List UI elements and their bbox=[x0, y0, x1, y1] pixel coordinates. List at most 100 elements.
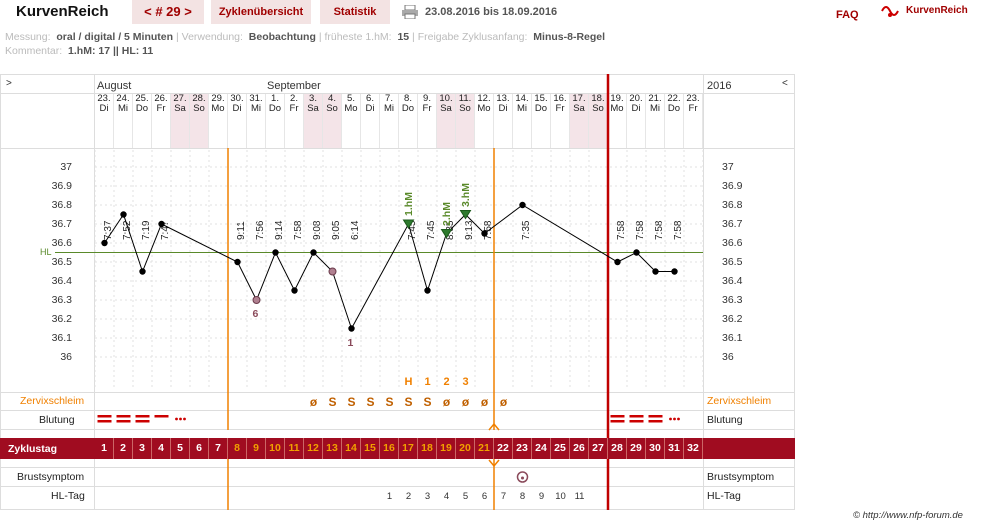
hm-annotation: 3.hM bbox=[459, 182, 472, 207]
cycle-day: 2 bbox=[114, 438, 133, 459]
day-header[interactable]: 2. Fr 7:58 bbox=[285, 94, 304, 240]
day-header[interactable]: 27. Sa bbox=[171, 94, 190, 148]
month-august: August bbox=[97, 80, 132, 92]
temperature-point-hm bbox=[459, 210, 472, 220]
y-tick-right: 36 bbox=[722, 351, 734, 363]
day-header[interactable]: 20. Di 7:58 bbox=[627, 94, 646, 240]
day-weekday: Di bbox=[232, 103, 242, 114]
bleeding-light-mark bbox=[179, 417, 182, 421]
y-tick-left: 36.9 bbox=[51, 180, 72, 192]
tab-statistik[interactable]: Statistik bbox=[320, 0, 390, 24]
day-header[interactable]: 15. Do bbox=[532, 94, 551, 148]
cycle-day: 25 bbox=[551, 438, 570, 459]
zervix-mark: ø bbox=[309, 395, 318, 409]
day-date: 15. bbox=[534, 93, 548, 104]
day-header[interactable]: 4. So 9:05 bbox=[323, 94, 342, 240]
day-header[interactable]: 19. Mo 7:58 bbox=[608, 93, 627, 240]
day-date: 11. bbox=[458, 93, 472, 104]
label-zyklustag: Zyklustag bbox=[8, 443, 58, 455]
faq-link[interactable]: FAQ bbox=[836, 9, 859, 21]
nav-right-arrow[interactable]: < bbox=[782, 78, 788, 89]
day-header[interactable]: 31. Mi 7:56 bbox=[247, 94, 266, 240]
day-header[interactable]: 28. So bbox=[190, 94, 209, 148]
temperature-point bbox=[519, 201, 526, 209]
hl-day: 3 bbox=[424, 491, 431, 502]
day-weekday: Fr bbox=[555, 103, 565, 114]
day-header[interactable]: 25. Do 7:19 bbox=[133, 93, 152, 240]
day-header[interactable]: 14. Mi 7:35 bbox=[513, 94, 532, 240]
day-weekday: Di bbox=[631, 103, 641, 114]
day-date: 16. bbox=[553, 93, 567, 104]
hm-annotation: 2.hM bbox=[440, 201, 453, 226]
day-weekday: Sa bbox=[440, 103, 452, 114]
y-tick-left: 36.3 bbox=[51, 294, 72, 306]
cycle-nav[interactable]: < # 29 > bbox=[132, 0, 204, 24]
day-date: 25. bbox=[135, 93, 149, 104]
cycle-day: 9 bbox=[247, 438, 266, 459]
day-header[interactable]: 17. Sa bbox=[570, 94, 589, 148]
day-weekday: Do bbox=[268, 103, 282, 114]
y-tick-left: 37 bbox=[60, 161, 72, 173]
day-header[interactable]: 11. So 9:13 bbox=[456, 93, 475, 240]
day-date: 17. bbox=[572, 93, 586, 104]
bleeding-light-mark bbox=[669, 417, 672, 421]
chart-frame bbox=[0, 74, 795, 510]
zervix-peak-mark: H bbox=[404, 376, 413, 388]
day-header[interactable]: 6. Di bbox=[361, 94, 380, 148]
day-date: 9. bbox=[423, 93, 431, 104]
day-header[interactable]: 24. Mi 7:52 bbox=[114, 94, 133, 240]
day-header[interactable]: 30. Di 9:11 bbox=[228, 94, 247, 240]
day-weekday: Mi bbox=[117, 103, 129, 114]
day-header[interactable]: 16. Fr bbox=[551, 94, 570, 148]
nav-left-arrow[interactable]: > bbox=[6, 78, 12, 89]
day-header[interactable]: 23. Fr bbox=[684, 94, 703, 148]
day-weekday: Do bbox=[135, 103, 149, 114]
hl-day: 11 bbox=[574, 491, 585, 502]
day-header[interactable]: 12. Mo 7:58 bbox=[475, 93, 494, 240]
cycle-day: 13 bbox=[323, 438, 342, 459]
day-header[interactable]: 3. Sa 9:08 bbox=[304, 94, 323, 240]
day-date: 18. bbox=[591, 93, 605, 104]
day-date: 23. bbox=[97, 93, 111, 104]
cycle-day: 30 bbox=[646, 438, 665, 459]
day-header[interactable]: 29. Mo bbox=[209, 94, 228, 148]
zervix-peak-mark: 2 bbox=[443, 376, 450, 388]
cycle-day: 7 bbox=[209, 438, 228, 459]
day-weekday: Mo bbox=[477, 103, 491, 114]
day-weekday: Di bbox=[498, 103, 508, 114]
temperature-point bbox=[614, 258, 621, 266]
phase-chevron bbox=[488, 459, 500, 468]
print-icon[interactable] bbox=[402, 4, 418, 20]
tab-zyklenuebersicht[interactable]: Zyklenübersicht bbox=[211, 0, 311, 24]
cycle-day-row bbox=[0, 438, 795, 459]
day-header[interactable]: 1. Do 9:14 bbox=[266, 94, 285, 240]
day-date: 12. bbox=[477, 93, 491, 104]
temperature-point-excluded bbox=[252, 296, 261, 304]
day-header[interactable]: 5. Mo 6:14 bbox=[342, 94, 361, 240]
day-header[interactable]: 23. Di 7:37 bbox=[95, 93, 114, 240]
day-header[interactable]: 8. Do 7:45 bbox=[399, 94, 418, 240]
day-header[interactable]: 13. Di bbox=[494, 94, 513, 148]
temperature-point bbox=[348, 325, 355, 332]
day-weekday: Di bbox=[99, 103, 109, 114]
day-weekday: So bbox=[193, 103, 205, 114]
temperature-point bbox=[234, 258, 241, 266]
day-header[interactable]: 9. Fr 7:45 bbox=[418, 93, 437, 240]
logo-text: KurvenReich bbox=[906, 5, 968, 16]
cycle-day: 27 bbox=[589, 438, 608, 459]
y-tick-right: 36.1 bbox=[722, 332, 743, 344]
day-header[interactable]: 26. Fr 7:47 bbox=[152, 94, 171, 240]
day-weekday: Sa bbox=[573, 103, 585, 114]
day-header[interactable]: 22. Do 7:58 bbox=[665, 94, 684, 240]
day-date: 21. bbox=[648, 93, 662, 104]
day-weekday: So bbox=[592, 103, 604, 114]
cycle-day: 31 bbox=[665, 438, 684, 459]
day-header[interactable]: 21. Mi 7:58 bbox=[646, 93, 665, 240]
day-header[interactable]: 10.Sa8:35 bbox=[437, 94, 456, 240]
day-date: 19. bbox=[610, 93, 624, 104]
bleeding-mark bbox=[116, 420, 131, 423]
day-weekday: Fr bbox=[422, 103, 432, 114]
bleeding-light-mark bbox=[175, 417, 178, 421]
day-weekday: Mi bbox=[649, 103, 661, 114]
day-header[interactable]: 7. Mi bbox=[380, 94, 399, 148]
